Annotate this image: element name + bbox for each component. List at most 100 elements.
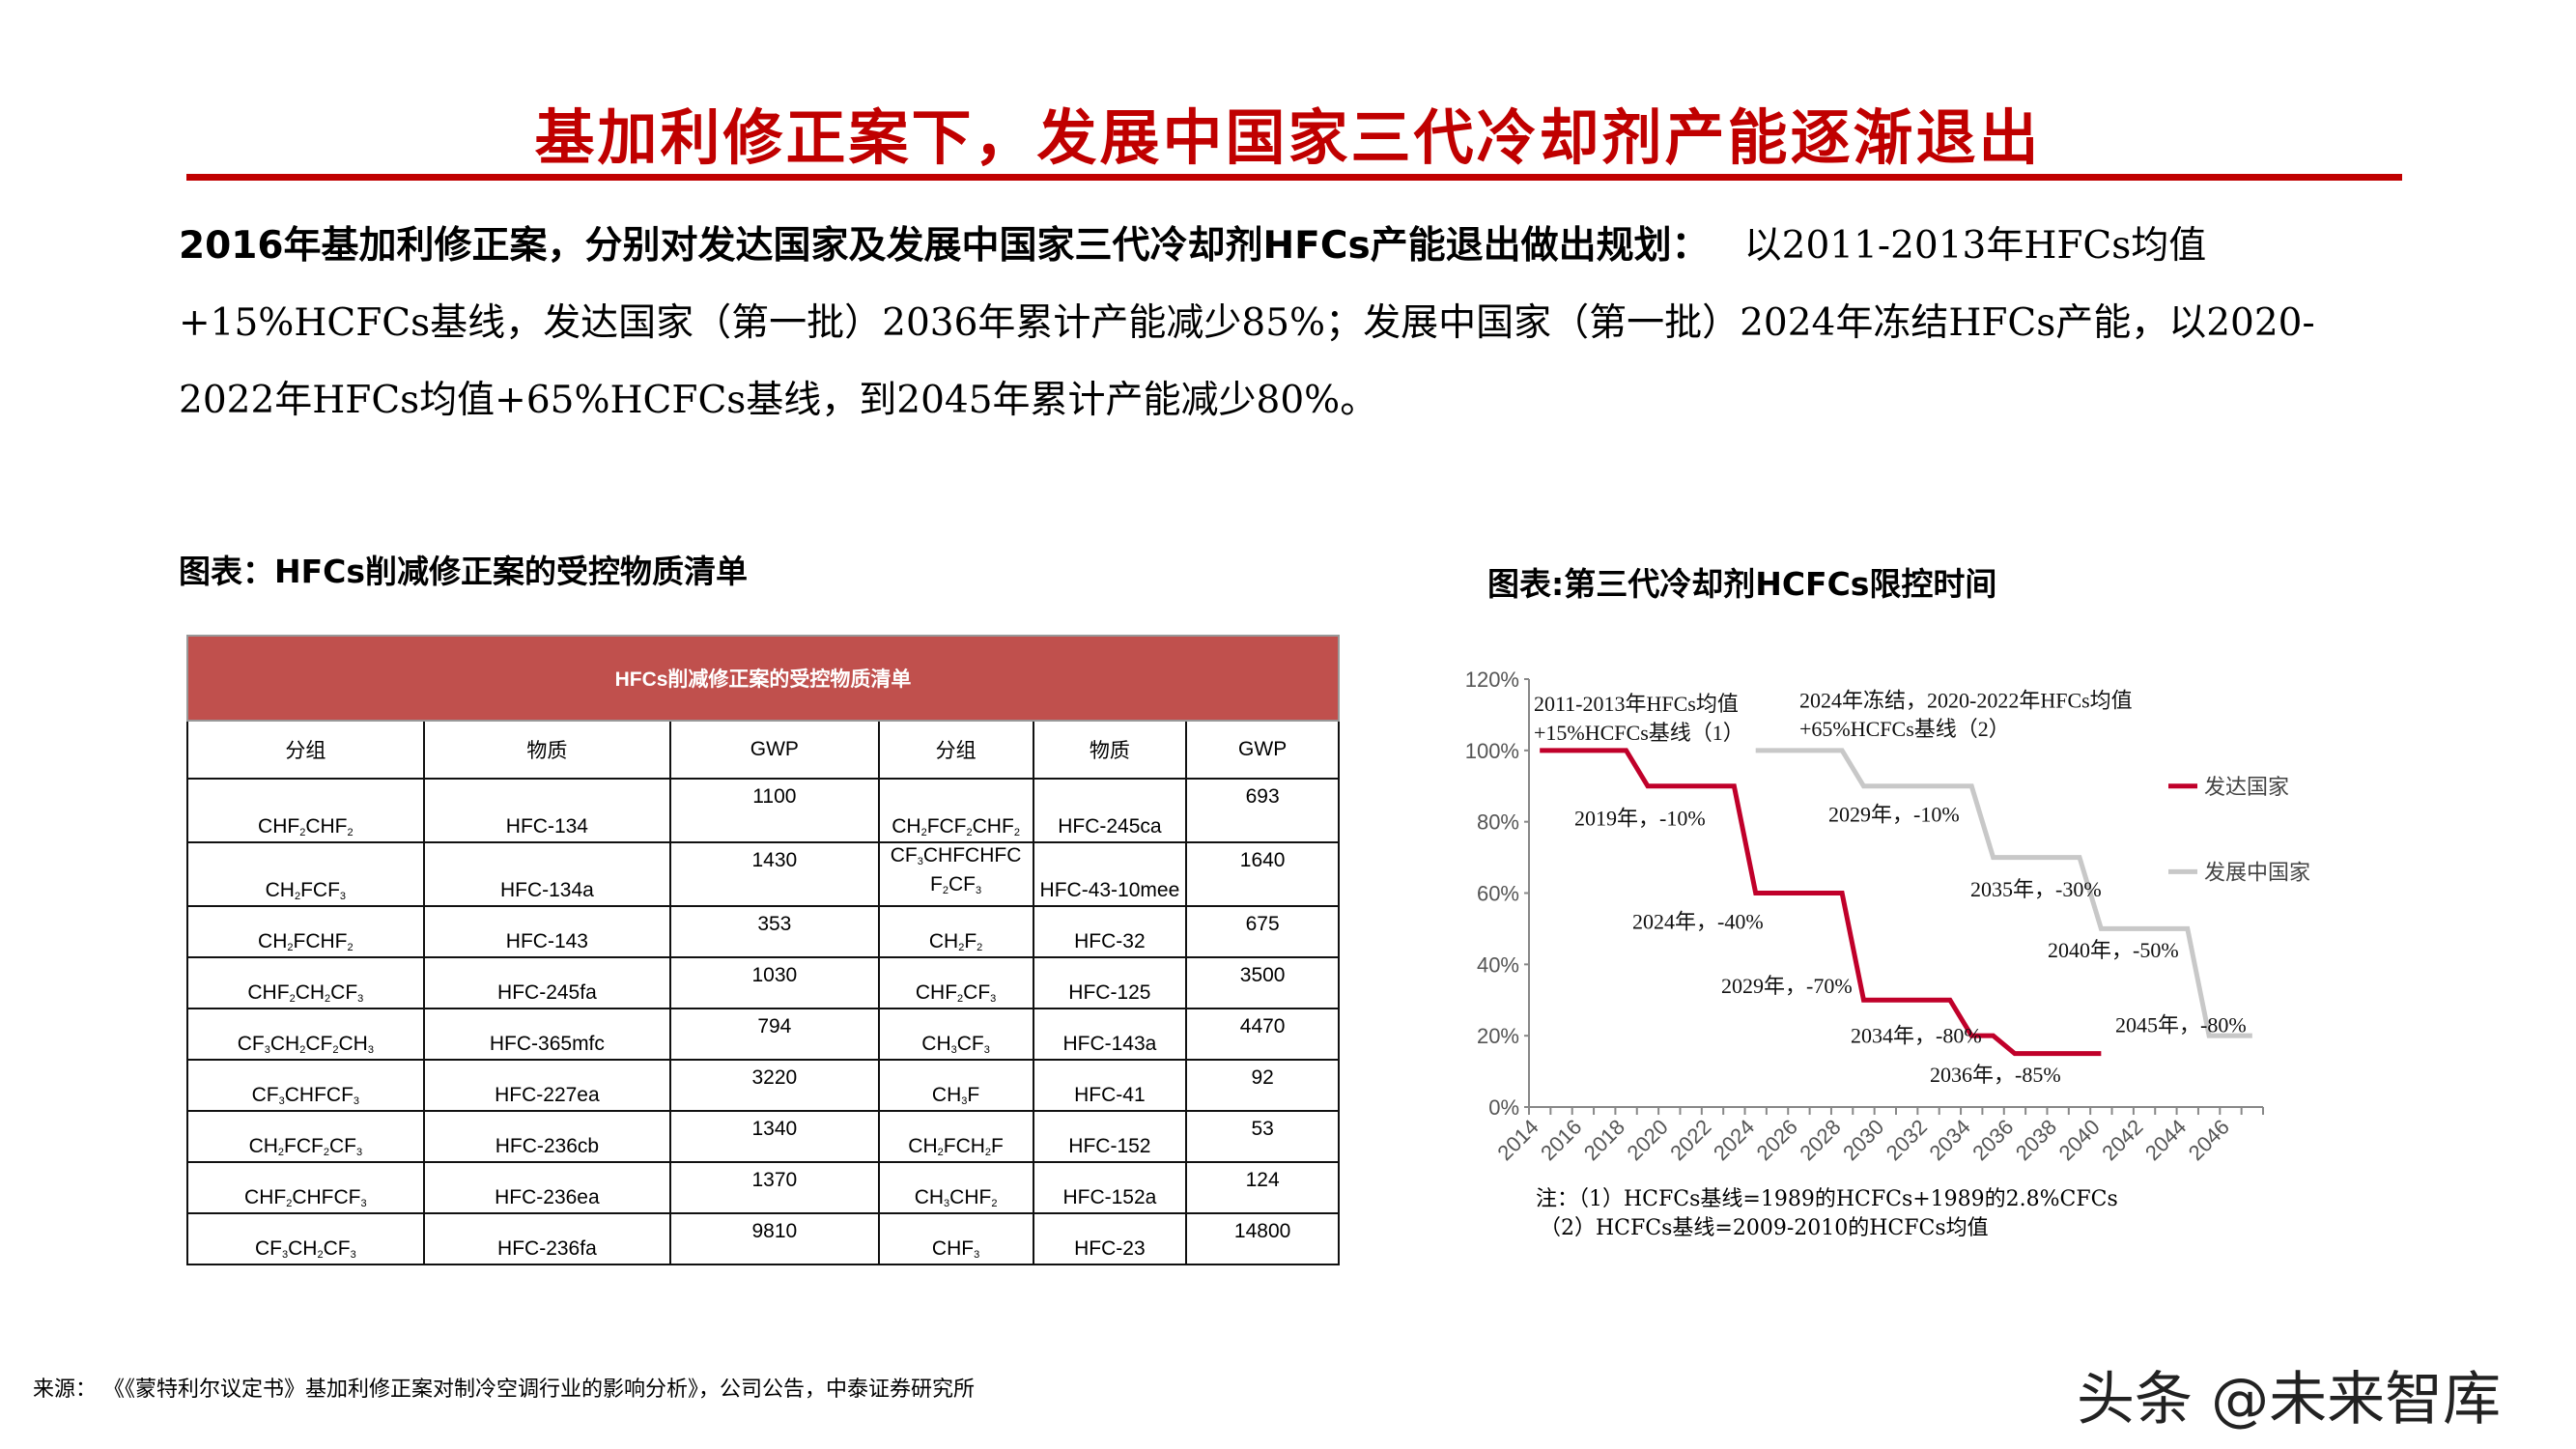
substance-cell: HFC-245fa [422, 956, 672, 1009]
gwp-cell: 14800 [1185, 1212, 1340, 1265]
gwp-cell: 1370 [669, 1161, 880, 1214]
x-tick-label: 2028 [1795, 1115, 1845, 1165]
gwp-cell: 124 [1185, 1161, 1340, 1214]
substance-cell: HFC-41 [1032, 1059, 1188, 1112]
table-row: CH2FCF2CF3 HFC-236cb 1340 CH2FCH2F HFC-152 53 [186, 1110, 1340, 1163]
x-tick-label: 2018 [1579, 1115, 1629, 1165]
group-cell: CH2FCF2CHF2 [877, 778, 1034, 843]
group-cell: CF3CHFCF3 [186, 1059, 425, 1112]
x-tick-label: 2022 [1665, 1115, 1715, 1165]
title-divider [186, 174, 2402, 181]
gwp-cell: 1430 [669, 841, 880, 907]
gwp-cell: 794 [669, 1008, 880, 1061]
intro-body-1: 以2011-2013年HFCs均值 [1743, 224, 2207, 268]
x-tick-label: 2026 [1752, 1115, 1802, 1165]
y-tick-label: 80% [1477, 810, 1519, 835]
col-header-group: 分组 [877, 720, 1034, 780]
group-cell: CH3CHF2 [877, 1161, 1034, 1214]
group-cell: CF3CHFCHFC F2CF3 [877, 841, 1034, 907]
table-caption: 图表：HFCs削减修正案的受控物质清单 [179, 553, 749, 590]
hcfc-phasedown-chart: 0%20%40%60%80%100%120%201420162018202020… [1465, 668, 2310, 1165]
gwp-cell: 1030 [669, 956, 880, 1009]
annotation-step: 2040年，-50% [2048, 938, 2179, 962]
table-row: CHF2CHF2 HFC-134 1100 CH2FCF2CHF2 HFC-245ca 6… [186, 778, 1340, 843]
developed-countries-line [1540, 748, 2102, 1057]
substance-cell: HFC-134a [422, 841, 672, 907]
intro-lead: 2016年基加利修正案，分别对发达国家及发展中国家三代冷却剂HFCs产能退出做出… [179, 224, 1710, 268]
group-cell: CHF2CHFCF3 [186, 1161, 425, 1214]
table-row: CF3CH2CF2CH3 HFC-365mfc 794 CH3CF3 HFC-143a 4… [186, 1008, 1340, 1061]
table-column-headers: 分组 物质 GWP 分组 物质 GWP [186, 720, 1340, 780]
group-cell: CH2F2 [877, 905, 1034, 958]
legend-label: 发展中国家 [2204, 861, 2310, 885]
developing-countries-line [1755, 748, 2252, 1038]
table-row: CF3CHFCF3 HFC-227ea 3220 CH3F HFC-41 92 [186, 1059, 1340, 1112]
page-title: 基加利修正案下，发展中国家三代冷却剂产能逐渐退出 [534, 102, 2042, 173]
x-tick-label: 2038 [2011, 1115, 2061, 1165]
gwp-cell: 92 [1185, 1059, 1340, 1112]
x-tick-label: 2032 [1882, 1115, 1932, 1165]
y-tick-label: 0% [1488, 1095, 1519, 1120]
group-cell: CH3CF3 [877, 1008, 1034, 1061]
table-row: CH2FCF3 HFC-134a 1430 CF3CHFCHFC F2CF3 HFC-43… [186, 841, 1340, 907]
gwp-cell: 353 [669, 905, 880, 958]
substance-cell: HFC-152a [1032, 1161, 1188, 1214]
intro-paragraph: 2016年基加利修正案，分别对发达国家及发展中国家三代冷却剂HFCs产能退出做出… [179, 208, 2439, 440]
gwp-cell: 53 [1185, 1110, 1340, 1163]
table-row: CF3CH2CF3 HFC-236fa 9810 CHF3 HFC-23 14800 [186, 1212, 1340, 1265]
substance-cell: HFC-125 [1032, 956, 1188, 1009]
x-tick-label: 2014 [1492, 1115, 1543, 1165]
gwp-cell: 693 [1185, 778, 1340, 843]
chart-note-1: 注：（1）HCFCs基线=1989的HCFCs+1989的2.8%CFCs [1536, 1187, 2118, 1211]
intro-line-3: 2022年HFCs均值+65%HCFCs基线，到2045年累计产能减少80%。 [179, 379, 1378, 422]
y-tick-label: 20% [1477, 1024, 1519, 1048]
substance-cell: HFC-365mfc [422, 1008, 672, 1061]
substance-cell: HFC-236cb [422, 1110, 672, 1163]
col-header-group: 分组 [186, 720, 425, 780]
intro-line-1: 2016年基加利修正案，分别对发达国家及发展中国家三代冷却剂HFCs产能退出做出… [179, 208, 2439, 285]
table-row: CHF2CH2CF3 HFC-245fa 1030 CHF2CF3 HFC-125 350… [186, 956, 1340, 1009]
x-tick-label: 2042 [2097, 1115, 2147, 1165]
gwp-cell: 9810 [669, 1212, 880, 1265]
y-tick-label: 100% [1465, 739, 1519, 763]
group-cell: CH2FCHF2 [186, 905, 425, 958]
x-tick-label: 2034 [1924, 1115, 1974, 1165]
group-cell: CH2FCF3 [186, 841, 425, 907]
substance-cell: HFC-32 [1032, 905, 1188, 958]
gwp-cell: 1640 [1185, 841, 1340, 907]
x-tick-label: 2046 [2184, 1115, 2234, 1165]
table-row: CH2FCHF2 HFC-143 353 CH2F2 HFC-32 675 [186, 905, 1340, 958]
x-tick-label: 2040 [2054, 1115, 2105, 1165]
col-header-substance: 物质 [1032, 720, 1188, 780]
group-cell: CH2FCF2CF3 [186, 1110, 425, 1163]
group-cell: CH2FCH2F [877, 1110, 1034, 1163]
gwp-cell: 3220 [669, 1059, 880, 1112]
y-tick-label: 120% [1465, 668, 1519, 692]
substance-cell: HFC-245ca [1032, 778, 1188, 843]
substance-cell: HFC-236fa [422, 1212, 672, 1265]
gwp-cell: 1100 [669, 778, 880, 843]
source-footnote: 来源： 《《蒙特利尔议定书》基加利修正案对制冷空调行业的影响分析》，公司公告，中… [33, 1378, 975, 1402]
intro-line-2: +15%HCFCs基线，发达国家（第一批）2036年累计产能减少85%；发展中国… [179, 301, 2315, 345]
y-tick-label: 60% [1477, 882, 1519, 906]
group-cell: CHF2CH2CF3 [186, 956, 425, 1009]
annotation-developed-baseline: 2011-2013年HFCs均值 [1534, 692, 1739, 716]
substance-cell: HFC-23 [1032, 1212, 1188, 1265]
gwp-cell: 675 [1185, 905, 1340, 958]
annotation-step: 2034年，-80% [1851, 1024, 1982, 1048]
x-tick-label: 2036 [1967, 1115, 2018, 1165]
y-tick-label: 40% [1477, 952, 1519, 977]
gwp-cell: 1340 [669, 1110, 880, 1163]
table-row: CHF2CHFCF3 HFC-236ea 1370 CH3CHF2 HFC-152a 12… [186, 1161, 1340, 1214]
x-tick-label: 2044 [2140, 1115, 2191, 1165]
group-cell: CHF3 [877, 1212, 1034, 1265]
annotation-step: 2029年，-70% [1721, 974, 1853, 998]
chart-caption: 图表:第三代冷却剂HCFCs限控时间 [1487, 565, 1997, 603]
col-header-gwp: GWP [1185, 720, 1340, 780]
annotation-step: 2035年，-30% [1970, 877, 2102, 901]
legend-label: 发达国家 [2204, 776, 2289, 800]
col-header-substance: 物质 [422, 720, 672, 780]
annotation-developed-baseline: +15%HCFCs基线（1） [1534, 721, 1744, 745]
watermark: 头条 @未来智库 [2077, 1366, 2502, 1434]
x-tick-label: 2020 [1623, 1115, 1673, 1165]
